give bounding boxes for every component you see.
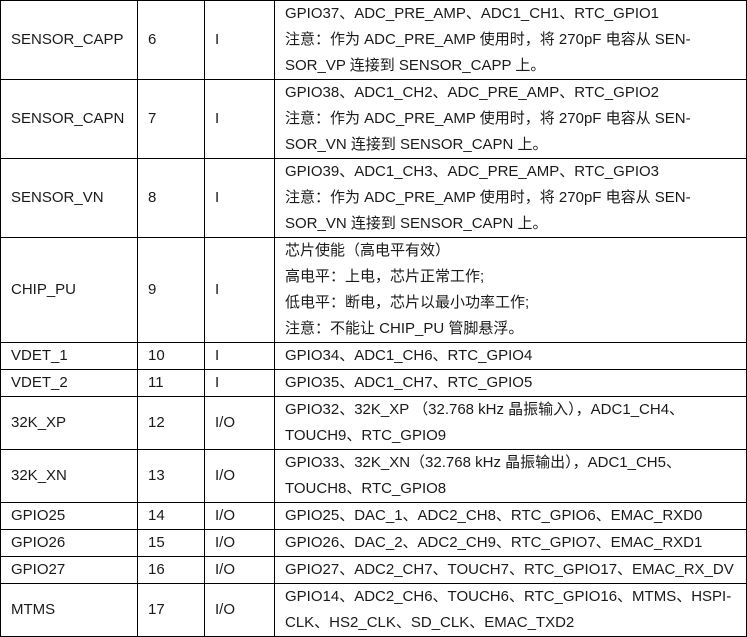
description-line: GPIO27、ADC2_CH7、TOUCH7、RTC_GPIO17、EMAC_R…: [285, 561, 734, 578]
description-line: SOR_VP 连接到 SENSOR_CAPP 上。: [285, 57, 546, 74]
pin-number-cell: 11: [137, 369, 205, 397]
pin-name-cell: VDET_1: [0, 342, 138, 370]
pin-description-cell: GPIO14、ADC2_CH6、TOUCH6、RTC_GPIO16、MTMS、H…: [274, 583, 747, 637]
pin-description-cell: GPIO38、ADC1_CH2、ADC_PRE_AMP、RTC_GPIO2 注意：…: [274, 79, 747, 159]
table-row: SENSOR_VN 8 I GPIO39、ADC1_CH3、ADC_PRE_AMP、R…: [0, 158, 747, 238]
table-row: MTMS 17 I/O GPIO14、ADC2_CH6、TOUCH6、RTC_GPIO…: [0, 583, 747, 637]
pin-number-cell: 16: [137, 556, 205, 584]
pin-number-cell: 13: [137, 449, 205, 503]
table-row: SENSOR_CAPN 7 I GPIO38、ADC1_CH2、ADC_PRE_AMP…: [0, 79, 747, 159]
table-row: 32K_XP 12 I/O GPIO32、32K_XP （32.768 kHz 晶振输…: [0, 396, 747, 450]
pin-type-cell: I/O: [204, 502, 275, 530]
pin-description-cell: GPIO27、ADC2_CH7、TOUCH7、RTC_GPIO17、EMAC_R…: [274, 556, 747, 584]
description-line: GPIO37、ADC_PRE_AMP、ADC1_CH1、RTC_GPIO1: [285, 5, 660, 22]
pin-number-cell: 7: [137, 79, 205, 159]
description-line: SOR_VN 连接到 SENSOR_CAPN 上。: [285, 136, 548, 153]
pin-number-cell: 8: [137, 158, 205, 238]
description-line: GPIO35、ADC1_CH7、RTC_GPIO5: [285, 374, 533, 391]
pin-number-cell: 10: [137, 342, 205, 370]
table-row: CHIP_PU 9 I 芯片使能（高电平有效） 高电平：上电，芯片正常工作; 低电平：断电…: [0, 237, 747, 343]
table-row: VDET_1 10 I GPIO34、ADC1_CH6、RTC_GPIO4: [0, 342, 747, 370]
table-row: SENSOR_CAPP 6 I GPIO37、ADC_PRE_AMP、ADC1_CH1…: [0, 0, 747, 80]
pin-description-cell: GPIO26、DAC_2、ADC2_CH9、RTC_GPIO7、EMAC_RXD…: [274, 529, 747, 557]
description-line: SOR_VN 连接到 SENSOR_CAPN 上。: [285, 215, 548, 232]
pin-number-cell: 15: [137, 529, 205, 557]
pin-type-cell: I: [204, 158, 275, 238]
description-line: GPIO39、ADC1_CH3、ADC_PRE_AMP、RTC_GPIO3: [285, 163, 660, 180]
description-line: 注意：不能让 CHIP_PU 管脚悬浮。: [285, 320, 524, 337]
pin-name-cell: CHIP_PU: [0, 237, 138, 343]
pin-type-cell: I/O: [204, 449, 275, 503]
pin-number-cell: 9: [137, 237, 205, 343]
description-line: 注意：作为 ADC_PRE_AMP 使用时，将 270pF 电容从 SEN-: [285, 189, 691, 206]
pin-name-cell: SENSOR_CAPP: [0, 0, 138, 80]
description-line: GPIO14、ADC2_CH6、TOUCH6、RTC_GPIO16、MTMS、H…: [285, 588, 732, 605]
table-row: GPIO25 14 I/O GPIO25、DAC_1、ADC2_CH8、RTC_GPI…: [0, 502, 747, 530]
pin-name-cell: VDET_2: [0, 369, 138, 397]
pin-type-cell: I/O: [204, 529, 275, 557]
pin-description-cell: GPIO25、DAC_1、ADC2_CH8、RTC_GPIO6、EMAC_RXD…: [274, 502, 747, 530]
pin-type-cell: I/O: [204, 556, 275, 584]
pin-description-cell: GPIO37、ADC_PRE_AMP、ADC1_CH1、RTC_GPIO1 注意：…: [274, 0, 747, 80]
pin-name-cell: GPIO26: [0, 529, 138, 557]
pin-number-cell: 6: [137, 0, 205, 80]
description-line: 芯片使能（高电平有效）: [285, 242, 451, 259]
pin-type-cell: I: [204, 0, 275, 80]
description-line: GPIO32、32K_XP （32.768 kHz 晶振输入），ADC1_CH4…: [285, 401, 685, 418]
description-line: GPIO26、DAC_2、ADC2_CH9、RTC_GPIO7、EMAC_RXD…: [285, 534, 703, 551]
pin-name-cell: SENSOR_CAPN: [0, 79, 138, 159]
pin-description-cell: GPIO33、32K_XN（32.768 kHz 晶振输出），ADC1_CH5、…: [274, 449, 747, 503]
pin-description-cell: GPIO34、ADC1_CH6、RTC_GPIO4: [274, 342, 747, 370]
description-line: GPIO25、DAC_1、ADC2_CH8、RTC_GPIO6、EMAC_RXD…: [285, 507, 703, 524]
pin-description-cell: 芯片使能（高电平有效） 高电平：上电，芯片正常工作; 低电平：断电，芯片以最小功率工…: [274, 237, 747, 343]
pin-name-cell: 32K_XP: [0, 396, 138, 450]
pin-number-cell: 14: [137, 502, 205, 530]
pin-type-cell: I: [204, 237, 275, 343]
table-row: VDET_2 11 I GPIO35、ADC1_CH7、RTC_GPIO5: [0, 369, 747, 397]
description-line: TOUCH9、RTC_GPIO9: [285, 427, 447, 444]
pin-name-cell: 32K_XN: [0, 449, 138, 503]
description-line: GPIO34、ADC1_CH6、RTC_GPIO4: [285, 347, 533, 364]
pin-description-cell: GPIO39、ADC1_CH3、ADC_PRE_AMP、RTC_GPIO3 注意：…: [274, 158, 747, 238]
description-line: GPIO38、ADC1_CH2、ADC_PRE_AMP、RTC_GPIO2: [285, 84, 660, 101]
description-line: 低电平：断电，芯片以最小功率工作;: [285, 294, 530, 311]
pin-name-cell: GPIO25: [0, 502, 138, 530]
pin-number-cell: 17: [137, 583, 205, 637]
description-line: 注意：作为 ADC_PRE_AMP 使用时，将 270pF 电容从 SEN-: [285, 110, 691, 127]
pin-name-cell: MTMS: [0, 583, 138, 637]
description-line: 高电平：上电，芯片正常工作;: [285, 268, 485, 285]
description-line: GPIO33、32K_XN（32.768 kHz 晶振输出），ADC1_CH5、: [285, 454, 681, 471]
pin-name-cell: GPIO27: [0, 556, 138, 584]
pin-type-cell: I: [204, 369, 275, 397]
pin-type-cell: I: [204, 342, 275, 370]
pin-type-cell: I: [204, 79, 275, 159]
description-line: TOUCH8、RTC_GPIO8: [285, 480, 447, 497]
pin-description-cell: GPIO32、32K_XP （32.768 kHz 晶振输入），ADC1_CH4…: [274, 396, 747, 450]
pin-name-cell: SENSOR_VN: [0, 158, 138, 238]
description-line: CLK、HS2_CLK、SD_CLK、EMAC_TXD2: [285, 614, 575, 631]
description-line: 注意：作为 ADC_PRE_AMP 使用时，将 270pF 电容从 SEN-: [285, 31, 691, 48]
table-row: GPIO26 15 I/O GPIO26、DAC_2、ADC2_CH9、RTC_GPI…: [0, 529, 747, 557]
pin-type-cell: I/O: [204, 583, 275, 637]
pin-number-cell: 12: [137, 396, 205, 450]
pin-description-cell: GPIO35、ADC1_CH7、RTC_GPIO5: [274, 369, 747, 397]
pin-type-cell: I/O: [204, 396, 275, 450]
table-row: GPIO27 16 I/O GPIO27、ADC2_CH7、TOUCH7、RTC_GP…: [0, 556, 747, 584]
table-row: 32K_XN 13 I/O GPIO33、32K_XN（32.768 kHz 晶振输出…: [0, 449, 747, 503]
